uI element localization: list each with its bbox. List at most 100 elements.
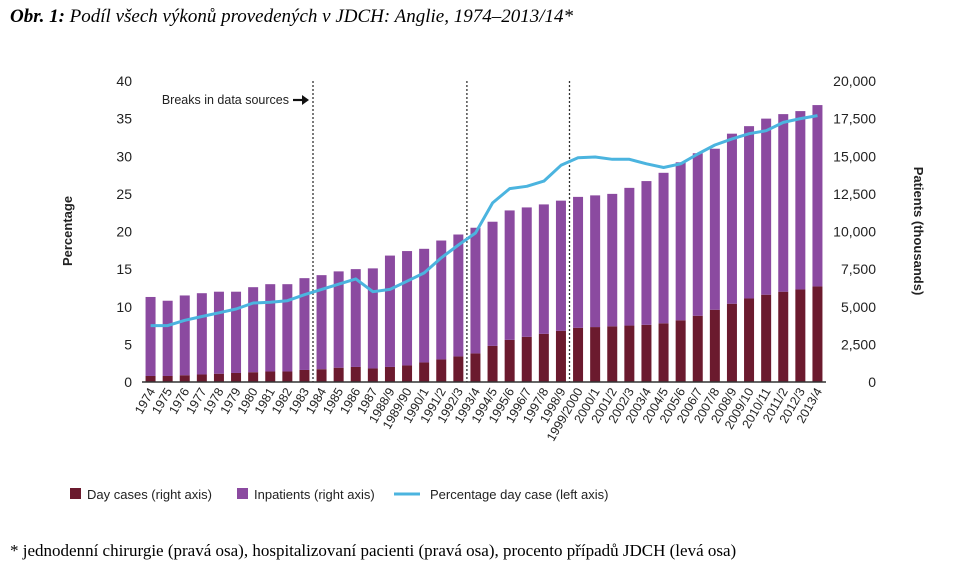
bar-inpatients (795, 111, 806, 290)
bar-inpatients (487, 221, 498, 346)
bar-day-cases (333, 367, 344, 382)
bar-inpatients (402, 251, 413, 366)
line-percentage-day-case (150, 114, 818, 328)
right-tick-label: 15,000 (833, 148, 876, 164)
bar-day-cases (641, 324, 652, 382)
bar-inpatients (470, 227, 481, 354)
bar-day-cases (162, 375, 173, 382)
caption-text: Podíl všech výkonů provedených v JDCH: A… (64, 6, 574, 27)
right-tick-label: 10,000 (833, 224, 876, 240)
axes-layer: 0 5 10 15 20 25 30 35 40 0 2,500 5,000 7,500 10,000 12… (60, 73, 926, 444)
bar-day-cases (573, 327, 584, 382)
legend-swatch (237, 488, 248, 499)
bar-day-cases (658, 323, 669, 382)
bar-day-cases (812, 286, 823, 382)
bar-day-cases (248, 372, 259, 382)
left-tick-label: 25 (116, 186, 132, 202)
bar-day-cases (795, 289, 806, 382)
right-tick-label: 2,500 (841, 336, 876, 352)
right-tick-label: 7,500 (841, 261, 876, 277)
bar-inpatients (744, 126, 755, 299)
bar-day-cases (675, 320, 686, 382)
breaks-label: Breaks in data sources (162, 93, 289, 107)
bars-layer (145, 105, 823, 382)
bar-inpatients (179, 295, 190, 376)
caption-label: Obr. 1: (10, 6, 65, 27)
left-tick-label: 35 (116, 111, 132, 127)
bar-day-cases (384, 366, 395, 382)
left-tick-label: 10 (116, 299, 132, 315)
bar-inpatients (196, 293, 207, 375)
bar-inpatients (248, 287, 259, 373)
bar-inpatients (641, 181, 652, 325)
bar-inpatients (538, 204, 549, 334)
bar-inpatients (231, 291, 242, 373)
bar-day-cases (196, 374, 207, 382)
chart: Breaks in data sources 05101520253035400… (60, 73, 926, 502)
bar-day-cases (521, 336, 532, 382)
break-lines-layer: Breaks in data sources (162, 81, 571, 382)
bar-inpatients (350, 269, 361, 367)
bar-inpatients (709, 148, 720, 310)
bar-inpatients (282, 284, 293, 372)
left-tick-label: 0 (124, 374, 132, 390)
bar-inpatients (367, 268, 378, 369)
bar-inpatients (453, 234, 464, 357)
bar-inpatients (162, 300, 173, 376)
bar-inpatients (812, 105, 823, 287)
bar-inpatients (299, 278, 310, 370)
bar-day-cases (761, 294, 772, 382)
bar-inpatients (726, 133, 737, 304)
left-tick-label: 30 (116, 148, 132, 164)
bar-day-cases (726, 303, 737, 382)
legend-label: Day cases (right axis) (87, 487, 212, 502)
legend: Day cases (right axis) Inpatients (right … (70, 487, 608, 502)
left-axis-label: Percentage (60, 196, 75, 266)
right-tick-label: 12,500 (833, 186, 876, 202)
line-layer (150, 114, 818, 328)
bar-day-cases (350, 366, 361, 382)
bar-day-cases (282, 371, 293, 382)
bar-day-cases (778, 291, 789, 382)
bar-inpatients (573, 196, 584, 328)
bar-day-cases (692, 315, 703, 382)
footnote: * jednodenní chirurgie (pravá osa), hosp… (10, 541, 737, 560)
bar-day-cases (265, 371, 276, 382)
bar-inpatients (436, 240, 447, 360)
bar-inpatients (607, 193, 618, 327)
bar-inpatients (384, 255, 395, 367)
bar-inpatients (265, 284, 276, 372)
bar-inpatients (521, 207, 532, 337)
bar-inpatients (419, 248, 430, 363)
bar-inpatients (213, 291, 224, 374)
bar-inpatients (778, 114, 789, 292)
bar-day-cases (367, 368, 378, 382)
bar-day-cases (538, 333, 549, 382)
bar-day-cases (470, 353, 481, 382)
bar-inpatients (590, 195, 601, 328)
bar-day-cases (213, 373, 224, 382)
right-tick-label: 17,500 (833, 111, 876, 127)
bar-inpatients (675, 162, 686, 321)
bar-inpatients (692, 153, 703, 316)
bar-day-cases (590, 327, 601, 382)
bar-day-cases (402, 365, 413, 382)
bar-inpatients (145, 296, 156, 376)
bar-inpatients (761, 118, 772, 295)
bar-inpatients (504, 210, 515, 340)
bar-day-cases (453, 356, 464, 382)
bar-day-cases (231, 372, 242, 382)
figure-caption: Obr. 1: Podíl všech výkonů provedených v… (10, 6, 573, 28)
bar-day-cases (624, 325, 635, 382)
bar-day-cases (145, 375, 156, 382)
bar-day-cases (179, 375, 190, 382)
bar-day-cases (419, 362, 430, 382)
legend-label: Inpatients (right axis) (254, 487, 375, 502)
bar-inpatients (658, 172, 669, 324)
bar-day-cases (607, 326, 618, 382)
left-tick-label: 15 (116, 261, 132, 277)
bar-day-cases (299, 369, 310, 382)
bar-inpatients (555, 200, 566, 331)
right-tick-label: 0 (868, 374, 876, 390)
bar-day-cases (504, 339, 515, 382)
